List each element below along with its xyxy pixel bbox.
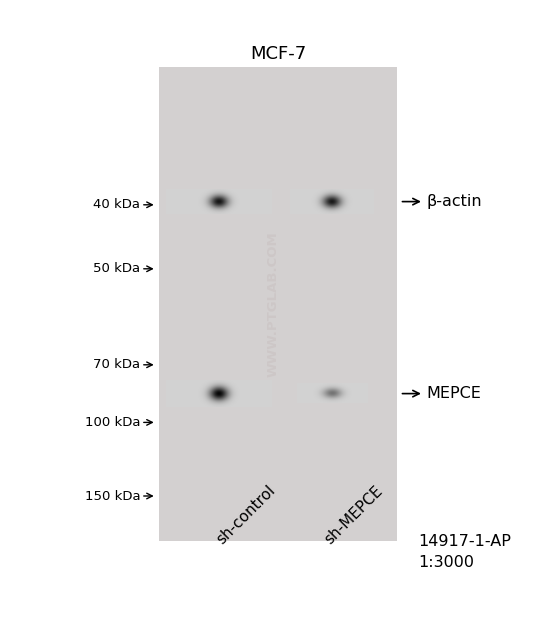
Text: WWW.PTGLAB.COM: WWW.PTGLAB.COM bbox=[266, 231, 279, 377]
Text: sh-MEPCE: sh-MEPCE bbox=[321, 483, 386, 547]
Bar bbox=[159, 67, 397, 541]
Text: 50 kDa: 50 kDa bbox=[93, 262, 140, 275]
Text: MEPCE: MEPCE bbox=[402, 386, 482, 401]
Text: 14917-1-AP
1:3000: 14917-1-AP 1:3000 bbox=[418, 534, 511, 570]
Text: 100 kDa: 100 kDa bbox=[85, 416, 140, 429]
Text: 150 kDa: 150 kDa bbox=[85, 490, 140, 502]
Text: MCF-7: MCF-7 bbox=[250, 45, 306, 63]
Text: sh-control: sh-control bbox=[213, 483, 278, 547]
Text: 70 kDa: 70 kDa bbox=[93, 358, 140, 371]
Text: β-actin: β-actin bbox=[402, 194, 482, 209]
Text: 40 kDa: 40 kDa bbox=[93, 198, 140, 211]
